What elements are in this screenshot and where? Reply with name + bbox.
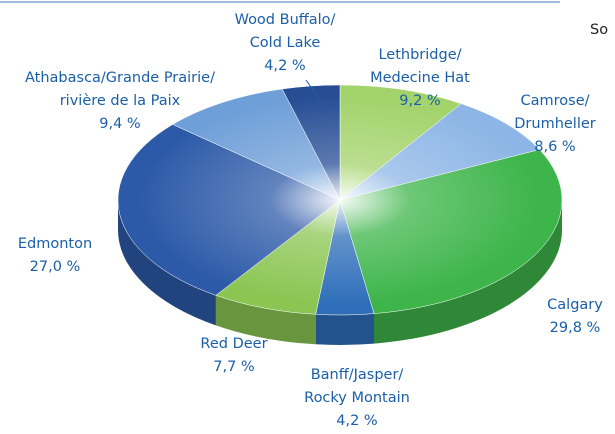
slice-label-line: Drumheller <box>514 116 596 132</box>
slice-label: Edmonton <box>18 236 92 252</box>
slice-label-line: Camrose/ <box>520 93 589 109</box>
value-label: 27,0 % <box>30 259 81 275</box>
slice-label-line: Medecine Hat <box>370 70 470 86</box>
slice-label-line: Banff/Jasper/ <box>311 367 404 383</box>
highlight <box>140 96 540 304</box>
slice-label: Athabasca/Grande Prairie/rivière de la P… <box>25 70 215 109</box>
value-label: 9,2 % <box>399 93 440 109</box>
slice-label-line: Wood Buffalo/ <box>235 12 336 28</box>
slice-label: Wood Buffalo/Cold Lake <box>235 12 336 51</box>
value-label: 4,2 % <box>336 413 377 429</box>
value-label: 4,2 % <box>264 58 305 74</box>
value-label: 29,8 % <box>550 320 601 336</box>
slice-side <box>374 200 562 344</box>
annotation: So <box>590 22 608 38</box>
slice-label-line: Red Deer <box>200 336 267 352</box>
slice-side <box>118 200 216 326</box>
value-label: 7,7 % <box>213 359 254 375</box>
slice-label-line: Rocky Montain <box>304 390 410 406</box>
slice-label-line: Athabasca/Grande Prairie/ <box>25 70 215 86</box>
slice-label-line: rivière de la Paix <box>60 93 181 109</box>
slice-label: Lethbridge/Medecine Hat <box>370 47 470 86</box>
value-label: 8,6 % <box>534 139 575 155</box>
slice-label: Red Deer <box>200 336 267 352</box>
slice-label-line: Lethbridge/ <box>378 47 461 63</box>
slice-label-line: Calgary <box>547 297 603 313</box>
slice-label: Camrose/Drumheller <box>514 93 596 132</box>
slice-label: Banff/Jasper/Rocky Montain <box>304 367 410 406</box>
slice-side <box>215 295 316 345</box>
leader-line <box>305 79 321 101</box>
slice-label: Calgary <box>547 297 603 313</box>
slice-side <box>315 313 375 345</box>
slice-label-line: Cold Lake <box>250 35 321 51</box>
slice-label-line: Edmonton <box>18 236 92 252</box>
value-label: 9,4 % <box>99 116 140 132</box>
